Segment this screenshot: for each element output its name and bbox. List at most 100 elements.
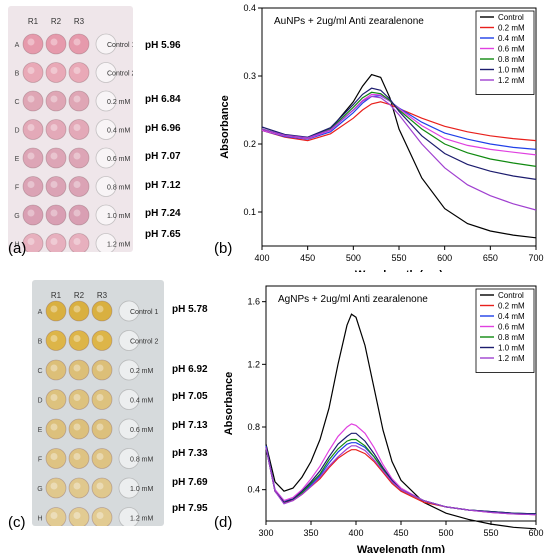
- ph-label: pH 7.07: [145, 151, 181, 162]
- series-line: [261, 93, 537, 156]
- x-tick-label: 500: [438, 528, 453, 538]
- agnp-absorbance-chart: 300 350 400 450 500 550 600 0.4 0.8 1.2 1.6 Wavelen…: [223, 285, 544, 553]
- legend-entry: 1.0 mM: [498, 66, 525, 75]
- well-highlight: [73, 364, 81, 372]
- plate-well: [68, 418, 90, 440]
- series-line: [261, 87, 537, 180]
- well-highlight: [73, 209, 81, 217]
- well-label: 0.4 mM: [130, 398, 154, 405]
- plate-column-label: R2: [74, 291, 85, 300]
- plate-well: [68, 176, 90, 197]
- y-tick-label: 1.6: [247, 297, 260, 307]
- plate-well: [45, 477, 67, 499]
- x-tick-label: 650: [483, 253, 498, 263]
- well-highlight: [73, 512, 81, 519]
- y-axis-label: Absorbance: [223, 372, 235, 436]
- plate-row-label: G: [14, 213, 19, 220]
- plate-well: [68, 204, 90, 226]
- aunp-well-plate-photo: R1 R2 R3 A Control 1 B Control 2 C 0.2 mM D 0.4 mM…: [8, 6, 133, 252]
- well-highlight: [73, 238, 81, 245]
- x-tick-label: 400: [348, 528, 363, 538]
- plate-well: [45, 507, 67, 526]
- chart-title: AgNPs + 2ug/ml Anti zearalenone: [278, 294, 428, 305]
- plate-well: [22, 147, 44, 169]
- plate-well: [68, 147, 90, 169]
- series-line: [265, 445, 537, 516]
- well-highlight: [50, 335, 58, 342]
- well-label: 0.2 mM: [130, 368, 154, 375]
- well-highlight: [27, 238, 35, 245]
- plate-column-label: R3: [74, 17, 85, 26]
- well-label: Control 2: [130, 339, 159, 346]
- plate-row-label: H: [37, 516, 42, 523]
- well-highlight: [50, 364, 58, 372]
- plate-row-label: E: [38, 427, 43, 434]
- empty-well: [118, 300, 140, 322]
- x-tick-label: 550: [391, 253, 406, 263]
- y-axis-label: Absorbance: [219, 95, 231, 159]
- well-highlight: [50, 453, 58, 460]
- y-tick-label: 0.4: [243, 3, 256, 13]
- well-highlight: [27, 152, 35, 160]
- well-highlight: [96, 512, 104, 519]
- plate-well: [68, 507, 90, 526]
- plate-row-label: F: [38, 457, 42, 464]
- well-highlight: [96, 453, 104, 460]
- empty-well: [118, 359, 140, 381]
- plate-well: [45, 147, 67, 169]
- series-line: [261, 73, 537, 239]
- plate-well: [68, 359, 90, 381]
- plate-column-label: R3: [97, 291, 108, 300]
- empty-well: [95, 62, 117, 83]
- plate-well: [45, 233, 67, 252]
- series-line: [265, 442, 537, 515]
- plate-well: [45, 204, 67, 226]
- well-label: Control 2: [107, 71, 133, 78]
- empty-well: [95, 119, 117, 140]
- well-label: 1.0 mM: [107, 213, 131, 220]
- ph-label: pH 5.96: [145, 40, 181, 51]
- plate-well: [45, 33, 67, 55]
- plate-well: [45, 176, 67, 197]
- legend-entry: 0.4 mM: [498, 34, 525, 43]
- agnp-well-plate-photo: R1 R2 R3 A Control 1 B Control 2 C 0.2 mM D 0.4 mM…: [32, 280, 164, 526]
- legend-entry: 0.6 mM: [498, 323, 525, 332]
- ph-label: pH 7.69: [172, 477, 208, 488]
- well-highlight: [27, 124, 35, 131]
- plate-well: [68, 62, 90, 83]
- well-highlight: [50, 423, 58, 431]
- y-tick-label: 0.1: [243, 207, 256, 217]
- well-highlight: [50, 67, 58, 74]
- plate-well: [91, 418, 113, 440]
- empty-well: [95, 176, 117, 197]
- plate-well: [45, 90, 67, 112]
- y-tick-label: 0.2: [243, 139, 256, 149]
- aunp-well-plate: R1 R2 R3 A Control 1 B Control 2 C 0.2 mM D 0.4 mM…: [8, 6, 133, 252]
- ph-label: pH 6.84: [145, 94, 181, 105]
- ph-label: pH 7.12: [145, 180, 181, 191]
- well-highlight: [50, 482, 58, 490]
- plate-well: [68, 119, 90, 140]
- well-highlight: [50, 181, 58, 188]
- plate-well: [68, 477, 90, 499]
- plate-well: [45, 119, 67, 140]
- plate-column-label: R2: [51, 17, 62, 26]
- legend-entry: Control: [498, 13, 524, 22]
- well-highlight: [73, 181, 81, 188]
- well-highlight: [50, 394, 58, 401]
- plate-column-label: R1: [51, 291, 62, 300]
- legend-entry: 0.6 mM: [498, 45, 525, 54]
- ph-label: pH 5.78: [172, 304, 208, 315]
- empty-well: [118, 448, 140, 469]
- empty-well: [95, 33, 117, 55]
- well-label: Control 1: [130, 309, 159, 316]
- well-highlight: [96, 364, 104, 372]
- x-tick-label: 450: [393, 528, 408, 538]
- well-highlight: [73, 124, 81, 131]
- legend-entry: Control: [498, 291, 524, 300]
- well-label: 0.6 mM: [130, 427, 154, 434]
- well-highlight: [27, 38, 35, 46]
- empty-well: [118, 330, 140, 351]
- x-tick-label: 600: [528, 528, 543, 538]
- plate-well: [91, 359, 113, 381]
